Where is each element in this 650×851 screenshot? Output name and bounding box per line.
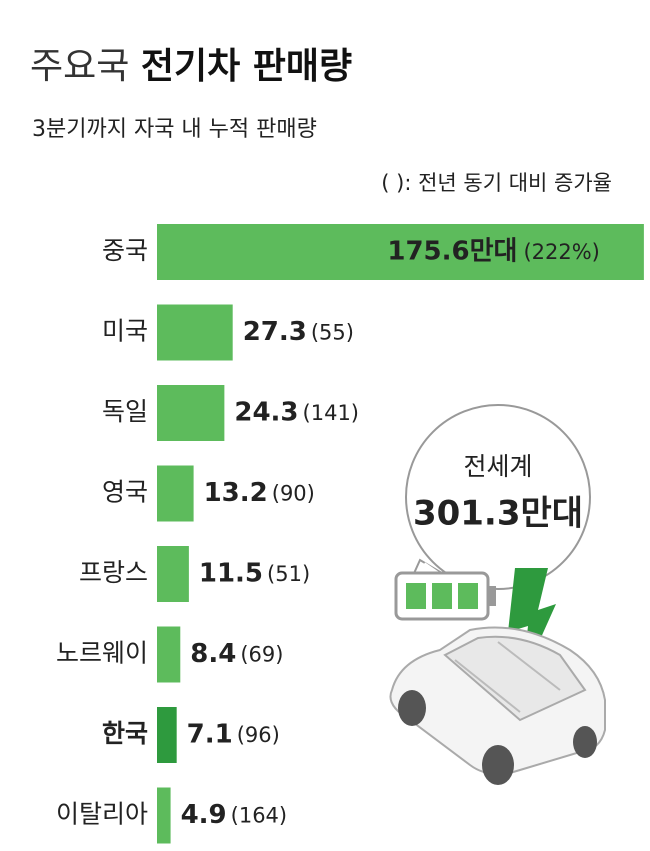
category-label: 독일 <box>102 397 148 426</box>
category-label: 중국 <box>102 236 148 265</box>
battery-cell <box>406 583 426 609</box>
growth-label: (69) <box>240 643 283 667</box>
bar <box>157 626 181 683</box>
bar <box>157 707 177 763</box>
title-light: 주요국 <box>30 46 129 87</box>
bar <box>157 385 225 441</box>
bar <box>157 465 194 522</box>
battery-tip <box>488 586 496 606</box>
car-window <box>454 641 561 713</box>
car-wheel <box>573 726 597 758</box>
value-label: 8.4 <box>190 639 236 669</box>
category-label: 프랑스 <box>79 558 148 587</box>
battery-cell <box>458 583 478 609</box>
lightning <box>508 568 556 680</box>
value-label: 13.2 <box>204 478 268 508</box>
category-label: 노르웨이 <box>56 639 148 668</box>
car-roof <box>443 635 587 722</box>
growth-label: (55) <box>311 321 354 345</box>
growth-label: (222%) <box>523 240 599 264</box>
chart-title: 주요국 전기차 판매량 <box>30 46 352 87</box>
growth-label: (141) <box>303 401 359 425</box>
bar <box>157 546 189 602</box>
subtitle: 3분기까지 자국 내 누적 판매량 <box>32 117 317 142</box>
growth-label: (96) <box>237 723 280 747</box>
category-label: 영국 <box>102 478 148 507</box>
bar <box>157 304 233 361</box>
value-label: 175.6만대 <box>387 237 517 267</box>
value-label: 7.1 <box>187 720 233 750</box>
value-label: 4.9 <box>181 800 227 830</box>
battery-cell <box>432 583 452 609</box>
category-label: 이탈리아 <box>56 800 148 829</box>
annotation-total: 301.3만대 <box>413 494 583 534</box>
value-label: 27.3 <box>243 317 307 347</box>
category-label: 미국 <box>102 317 148 346</box>
title-bold: 전기차 판매량 <box>141 46 352 87</box>
illustration <box>389 404 606 785</box>
value-label: 11.5 <box>199 559 263 589</box>
growth-label: (164) <box>231 804 287 828</box>
note: ( ): 전년 동기 대비 증가율 <box>381 171 612 195</box>
annotation: 전세계 <box>463 452 532 481</box>
bubble <box>405 404 591 590</box>
growth-label: (51) <box>267 562 310 586</box>
category-label: 한국 <box>102 719 148 748</box>
growth-label: (90) <box>272 482 315 506</box>
bar <box>157 787 171 844</box>
bar <box>157 224 644 280</box>
car-wheel <box>398 690 426 726</box>
car-wheel <box>482 745 514 785</box>
value-label: 24.3 <box>234 398 298 428</box>
